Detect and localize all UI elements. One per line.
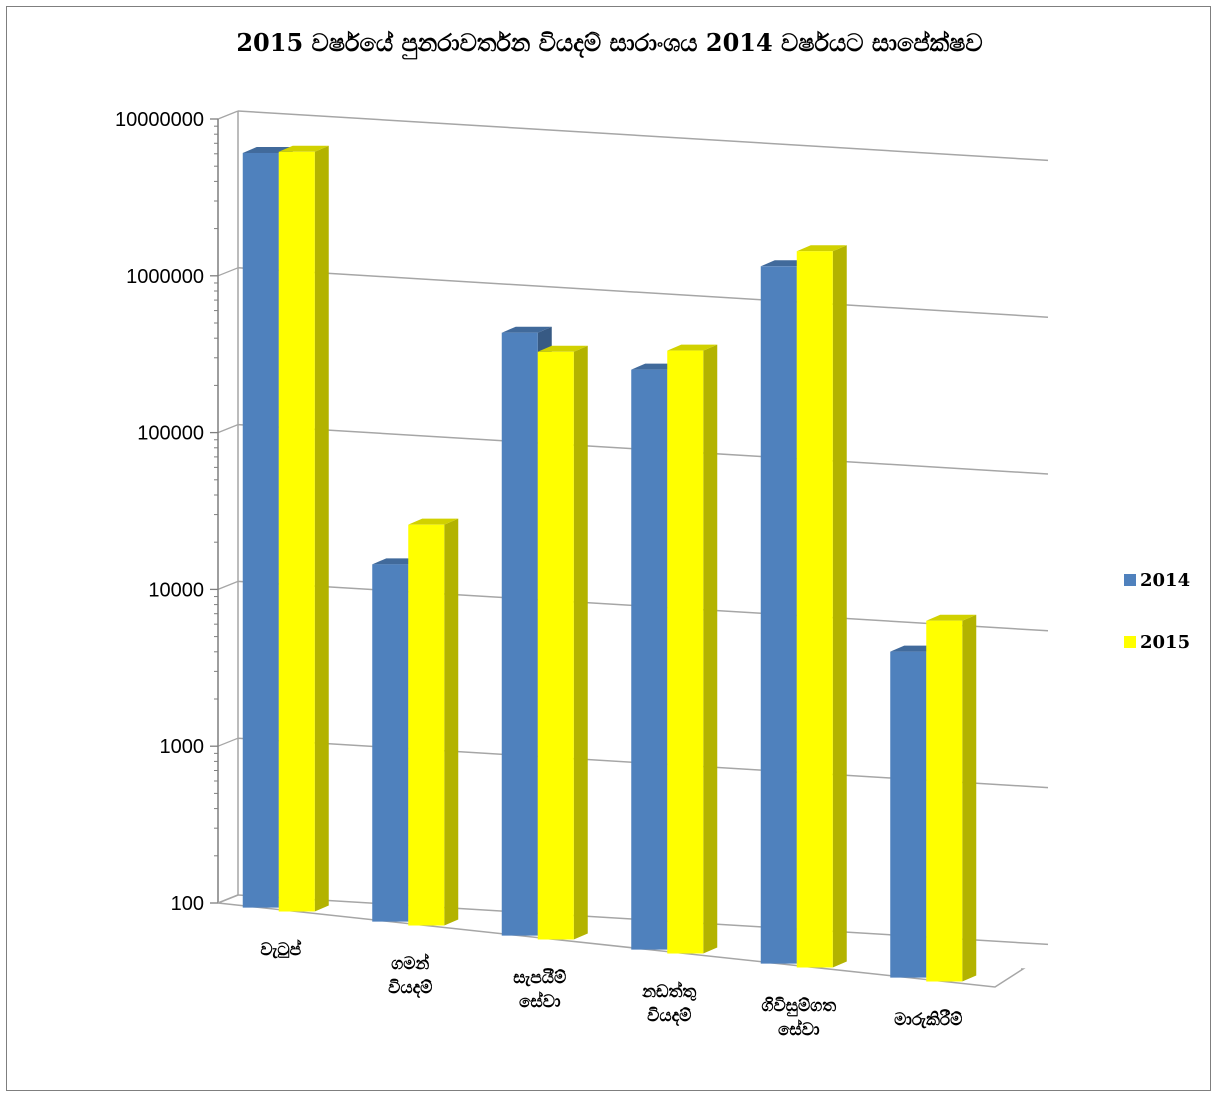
y-tick-label: 1000000: [126, 266, 204, 288]
x-tick-label-line: වැටුප්: [260, 939, 302, 960]
floor-left-edge: [217, 894, 239, 904]
x-tick-label-line: ගිවිසුම්ගත: [761, 996, 836, 1017]
y-tick-label: 10000: [148, 579, 204, 601]
x-tick-label: ගිවිසුම්ගත සේවා: [761, 996, 836, 1040]
x-tick-label-line: සේවා: [519, 991, 561, 1012]
bar-top-2015: [926, 614, 977, 621]
x-tick-label: ගමන් වියදම්: [388, 953, 432, 999]
bar-2015: [667, 350, 704, 954]
bar-2015: [537, 351, 574, 940]
side-wall-line: [217, 737, 239, 747]
bar-2014: [501, 332, 538, 936]
x-tick-label-line: වියදම්: [647, 1006, 691, 1027]
bar-side-2015: [573, 345, 588, 940]
y-tick-label: 100: [171, 893, 204, 915]
x-tick-label-line: නඩත්තු: [641, 981, 696, 1002]
bar-top-2015: [278, 145, 329, 152]
x-tick-label-line: සේවා: [778, 1019, 820, 1040]
bar-top-2015: [667, 344, 718, 351]
x-tick-label: වැටුප්: [260, 939, 302, 960]
x-tick-label-line: වියදම්: [388, 978, 432, 999]
bar-side-2015: [703, 344, 718, 954]
legend-swatch-2015: [1124, 636, 1136, 648]
bar-2014: [242, 152, 279, 908]
x-tick-label: නඩත්තු වියදම්: [641, 981, 696, 1027]
bar-top-2015: [408, 518, 459, 525]
bar-2014: [890, 651, 927, 978]
bar-top-2014: [501, 326, 552, 333]
bar-2015: [278, 151, 315, 912]
side-wall-line: [217, 423, 239, 434]
y-tick-label: 100000: [137, 423, 204, 445]
floor-edge: [217, 902, 1026, 988]
x-tick-label-line: මාරුකිරීම්: [894, 1009, 962, 1030]
x-tick-label-line: සැපයීම්: [513, 968, 566, 988]
legend-label-2014: 2014: [1140, 570, 1190, 591]
bar-2014: [631, 369, 668, 950]
bar-top-2015: [796, 245, 847, 252]
gridline: [237, 267, 1049, 318]
chart-title: 2015 වර්ෂයේ පුනරාවර්තන වියදම් සාරාංශය 20…: [236, 28, 983, 57]
bar-2015: [926, 620, 963, 982]
bar-side-2015: [962, 614, 977, 982]
side-wall-line: [217, 580, 239, 591]
bar-2015: [796, 251, 833, 968]
bar-side-2015: [444, 518, 459, 926]
x-tick-label-line: ගමන්: [391, 953, 429, 974]
side-wall-line: [217, 267, 239, 277]
bar-top-2015: [537, 345, 588, 352]
legend-label-2015: 2015: [1140, 632, 1190, 653]
gridline: [237, 110, 1049, 162]
bar-2015: [408, 524, 445, 926]
bar-2014: [760, 266, 797, 964]
x-tick-label: සැපයීම් සේවා: [513, 968, 566, 1012]
y-tick-label: 1000: [160, 736, 205, 758]
bar-2014: [372, 564, 409, 922]
bar-side-2015: [314, 145, 329, 912]
y-tick-label: 10000000: [115, 109, 204, 131]
side-wall-line: [217, 110, 239, 120]
chart-frame: [6, 6, 1211, 1091]
x-tick-label: මාරුකිරීම්: [894, 1009, 962, 1030]
bar-side-2015: [832, 245, 847, 968]
legend-swatch-2014: [1124, 574, 1136, 586]
